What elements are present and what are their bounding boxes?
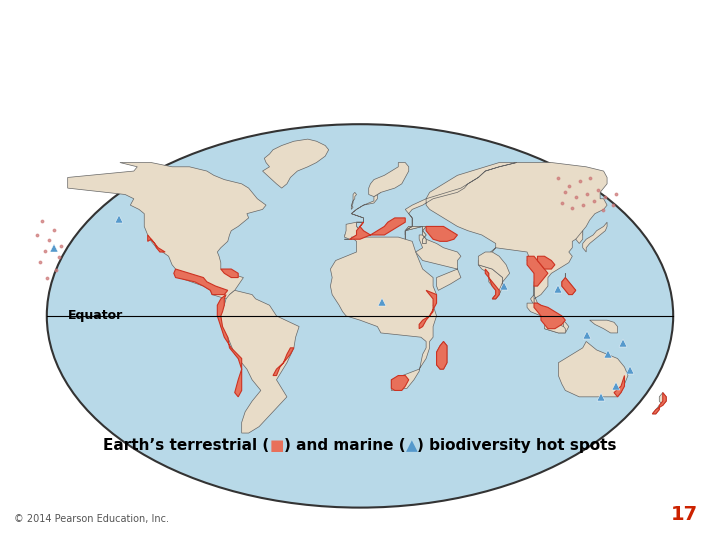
Polygon shape [405, 163, 607, 333]
Polygon shape [415, 235, 461, 291]
Polygon shape [419, 291, 436, 329]
Polygon shape [559, 341, 628, 397]
Polygon shape [68, 163, 266, 299]
Polygon shape [350, 218, 405, 239]
Text: ■: ■ [269, 438, 284, 453]
Polygon shape [344, 222, 360, 239]
Polygon shape [652, 393, 666, 414]
Polygon shape [221, 291, 299, 433]
Polygon shape [330, 237, 436, 390]
Polygon shape [426, 226, 457, 241]
Polygon shape [590, 320, 618, 333]
Polygon shape [217, 295, 242, 397]
Polygon shape [351, 192, 356, 210]
Text: © 2014 Pearson Education, Inc.: © 2014 Pearson Education, Inc. [14, 514, 169, 524]
Polygon shape [436, 341, 447, 369]
Polygon shape [660, 393, 666, 406]
Polygon shape [478, 252, 510, 299]
Polygon shape [221, 269, 238, 278]
Polygon shape [148, 235, 165, 252]
Polygon shape [527, 256, 548, 286]
Text: Equator: Equator [68, 309, 123, 322]
Text: ) biodiversity hot spots: ) biodiversity hot spots [418, 438, 617, 453]
Polygon shape [562, 273, 576, 295]
Polygon shape [582, 222, 607, 252]
Polygon shape [344, 192, 381, 239]
Polygon shape [405, 226, 426, 244]
Text: ▲: ▲ [405, 438, 418, 453]
Text: ) and marine (: ) and marine ( [284, 438, 405, 453]
Polygon shape [485, 269, 499, 299]
Polygon shape [263, 139, 328, 188]
Polygon shape [549, 318, 564, 327]
Polygon shape [537, 256, 555, 269]
Polygon shape [528, 256, 544, 316]
Text: Earth’s terrestrial (: Earth’s terrestrial ( [103, 438, 269, 453]
Polygon shape [436, 341, 447, 369]
Polygon shape [562, 278, 576, 295]
Polygon shape [174, 269, 228, 295]
Polygon shape [534, 303, 565, 329]
Text: 17: 17 [671, 505, 698, 524]
Polygon shape [527, 303, 565, 333]
Ellipse shape [47, 124, 673, 508]
Polygon shape [652, 406, 660, 414]
Polygon shape [614, 375, 624, 397]
Polygon shape [369, 163, 409, 197]
Polygon shape [273, 348, 294, 375]
Polygon shape [576, 231, 582, 244]
Polygon shape [392, 375, 409, 390]
